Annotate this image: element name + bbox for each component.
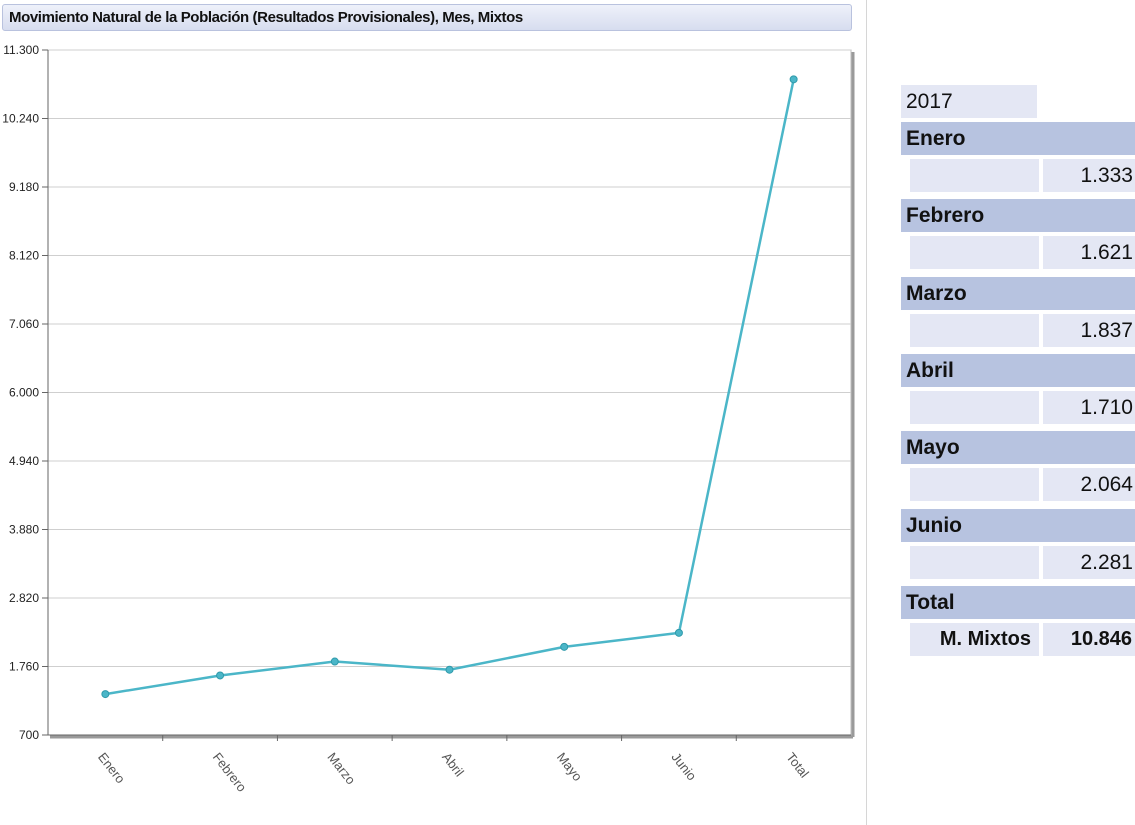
- panel-divider: [866, 0, 867, 825]
- data-point: [445, 665, 454, 674]
- y-tick-label: 8.120: [9, 249, 39, 263]
- total-value: 10.846: [1043, 623, 1135, 656]
- y-tick-label: 1.760: [9, 660, 39, 674]
- y-tick-label: 3.880: [9, 523, 39, 537]
- y-tick-label: 7.060: [9, 317, 39, 331]
- chart-title-bar: Movimiento Natural de la Población (Resu…: [2, 4, 852, 31]
- y-tick-label: 6.000: [9, 386, 39, 400]
- row-value-enero: 1.333: [1043, 159, 1135, 192]
- x-tick-label: Abril: [439, 750, 467, 780]
- row-value-mayo: 2.064: [1043, 468, 1135, 501]
- chart-title: Movimiento Natural de la Población (Resu…: [9, 9, 523, 26]
- row-label-mayo: Mayo: [901, 431, 1135, 464]
- data-point: [330, 657, 339, 666]
- year-header: 2017: [901, 85, 1037, 118]
- data-point: [789, 75, 798, 84]
- row-label-abril: Abril: [901, 354, 1135, 387]
- row-label-marzo: Marzo: [901, 277, 1135, 310]
- line-chart: 700 1.760 2.820 3.880 4.940 6.000 7.060 8.120 9.…: [2, 43, 855, 795]
- row-label-enero: Enero: [901, 122, 1135, 155]
- row-value-junio: 2.281: [1043, 546, 1135, 579]
- row-label-total: Total: [901, 586, 1135, 619]
- x-tick-label: Marzo: [324, 750, 358, 788]
- row-value-febrero: 1.621: [1043, 236, 1135, 269]
- data-point: [101, 690, 110, 699]
- y-tick-label: 4.940: [9, 454, 39, 468]
- x-tick-label: Junio: [669, 750, 700, 784]
- y-tick-label: 9.180: [9, 180, 39, 194]
- y-tick-label: 11.300: [3, 43, 39, 57]
- total-label: M. Mixtos: [910, 623, 1039, 656]
- row-label-febrero: Febrero: [901, 199, 1135, 232]
- row-blank-marzo: [910, 314, 1039, 347]
- y-tick-label: 10.240: [2, 112, 39, 126]
- data-point: [674, 628, 683, 637]
- row-value-marzo: 1.837: [1043, 314, 1135, 347]
- x-tick-label: Febrero: [210, 750, 250, 795]
- row-blank-enero: [910, 159, 1039, 192]
- x-tick-label: Total: [783, 750, 812, 781]
- row-label-junio: Junio: [901, 509, 1135, 542]
- row-blank-mayo: [910, 468, 1039, 501]
- data-point: [216, 671, 225, 680]
- x-tick-label: Mayo: [554, 750, 585, 784]
- row-blank-febrero: [910, 236, 1039, 269]
- row-value-abril: 1.710: [1043, 391, 1135, 424]
- y-tick-label: 700: [19, 728, 39, 742]
- y-tick-label: 2.820: [9, 591, 39, 605]
- data-point: [560, 642, 569, 651]
- row-blank-junio: [910, 546, 1039, 579]
- row-blank-abril: [910, 391, 1039, 424]
- x-tick-label: Enero: [95, 750, 128, 787]
